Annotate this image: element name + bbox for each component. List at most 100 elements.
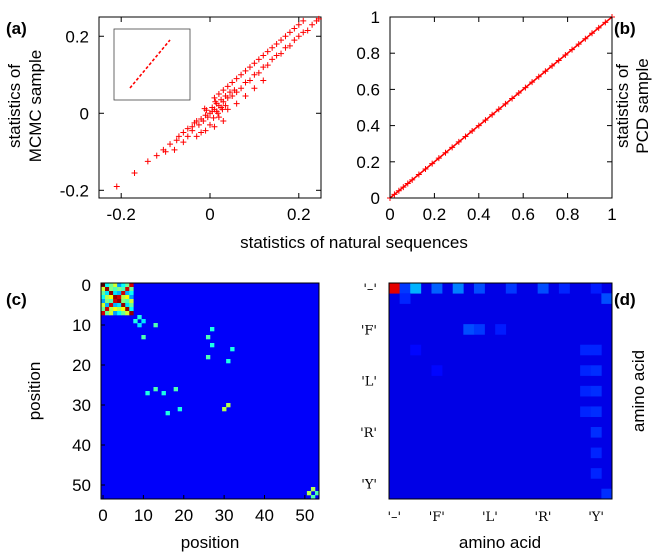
chart-c-cell xyxy=(109,295,114,300)
chart-c-cell xyxy=(310,487,316,492)
chart-c-cell xyxy=(226,359,231,364)
chart-c-cell xyxy=(129,295,134,300)
chart-a-point-12 xyxy=(195,121,202,128)
chart-a-point-94 xyxy=(210,114,217,121)
chart-b-point-30 xyxy=(575,41,582,48)
chart-c-cell xyxy=(105,287,110,292)
chart-c-cell xyxy=(113,307,118,312)
chart-c-cell xyxy=(141,335,146,340)
chart-c-xtick-label-5: 50 xyxy=(295,506,314,525)
chart-a-point-85 xyxy=(189,127,196,134)
chart-d-cell xyxy=(389,283,400,294)
chart-d-cell xyxy=(558,283,570,294)
chart-d-cell xyxy=(399,293,411,304)
chart-c-cell xyxy=(222,407,227,412)
chart-d-xticks: '–' 'F' 'L' 'R' 'Y' xyxy=(387,510,603,525)
chart-c-cell xyxy=(129,291,134,296)
chart-a-xtick-label-2: 0.2 xyxy=(287,205,311,224)
chart-a-point-39 xyxy=(286,42,293,49)
chart-d-cell xyxy=(580,344,592,356)
chart-d-cell xyxy=(590,406,602,418)
chart-a-point-26 xyxy=(229,92,236,99)
top-xlabel: statistics of natural sequences xyxy=(240,233,468,252)
chart-a-point-72 xyxy=(251,85,258,92)
chart-d-cell xyxy=(537,283,549,294)
chart-d-cell xyxy=(601,293,613,304)
chart-b: 0 0.2 0.4 0.6 0.8 1 0 0.2 0.4 0.6 0.8 1 statistics… xyxy=(356,8,652,224)
chart-c-cell xyxy=(306,491,312,496)
chart-a-point-16 xyxy=(204,114,211,121)
chart-d-cell xyxy=(590,365,602,376)
chart-c-cell xyxy=(121,287,126,292)
chart-a-point-14 xyxy=(200,117,207,124)
chart-a-point-48 xyxy=(215,91,222,98)
chart-c-cell xyxy=(117,295,122,300)
chart-a-point-42 xyxy=(300,29,307,36)
chart-a-point-78 xyxy=(220,117,227,124)
chart-c-cell xyxy=(205,355,211,360)
chart-a-point-60 xyxy=(269,44,276,51)
chart-b-point-16 xyxy=(482,117,489,124)
chart-a-point-96 xyxy=(214,110,221,117)
chart-a-point-69 xyxy=(224,106,231,113)
chart-a-ylabel-line2: MCMC sample xyxy=(26,50,45,162)
chart-a-yticks: -0.2 0 0.2 xyxy=(60,27,321,200)
chart-c-cell xyxy=(113,295,118,300)
chart-b-point-6 xyxy=(415,171,422,178)
chart-b-xtick-label-2: 0.4 xyxy=(467,205,491,224)
chart-d-ytick-label-4: 'Y' xyxy=(361,478,377,493)
chart-b-xtick-label-0: 0 xyxy=(385,205,394,224)
chart-b-point-26 xyxy=(549,62,556,69)
chart-d-xtick-label-4: 'Y' xyxy=(588,510,604,525)
chart-c-cell xyxy=(117,291,122,296)
chart-c-cell xyxy=(101,307,106,312)
chart-a-point-82 xyxy=(171,146,178,153)
chart-c-cell xyxy=(129,307,134,312)
chart-c-cell xyxy=(117,283,122,288)
chart-d-xlabel: amino acid xyxy=(459,533,541,552)
chart-c-xticks: 0 10 20 30 40 50 xyxy=(98,495,314,525)
chart-d-xtick-label-2: 'L' xyxy=(482,510,498,525)
chart-c-cell xyxy=(101,291,106,296)
chart-c-cell xyxy=(105,299,110,304)
chart-c-background xyxy=(101,283,319,499)
chart-a-point-8 xyxy=(184,125,191,132)
chart-a-point-38 xyxy=(282,44,289,51)
chart-c-yticks: 0 10 20 30 40 50 xyxy=(72,276,105,495)
chart-b-point-27 xyxy=(555,57,562,64)
chart-a-point-83 xyxy=(162,148,169,155)
chart-b-point-21 xyxy=(515,90,522,97)
chart-a-point-28 xyxy=(238,85,245,92)
panel-label-c: (c) xyxy=(6,290,27,309)
chart-d-cell xyxy=(473,324,485,335)
chart-b-point-32 xyxy=(589,30,596,37)
chart-b-point-11 xyxy=(449,144,456,151)
chart-c-cell xyxy=(121,307,126,312)
chart-a-point-77 xyxy=(211,123,218,130)
chart-a-point-79 xyxy=(193,133,200,140)
chart-c-cell xyxy=(109,299,114,304)
chart-c-cell xyxy=(310,495,316,500)
chart-b-point-2 xyxy=(395,187,402,194)
chart-b-point-29 xyxy=(569,46,576,53)
chart-c-cell xyxy=(173,387,179,392)
chart-b-frame xyxy=(389,16,613,199)
chart-b-xticks: 0 0.2 0.4 0.6 0.8 1 xyxy=(385,17,617,224)
chart-a-point-34 xyxy=(264,62,271,69)
chart-c: 0 10 20 30 40 50 0 10 20 30 40 50 position positio… xyxy=(25,276,320,552)
chart-d-ylabel: amino acid xyxy=(629,350,648,432)
chart-b-point-9 xyxy=(435,155,442,162)
chart-a-point-86 xyxy=(218,96,225,103)
chart-a-point-54 xyxy=(242,67,249,74)
chart-a-point-47 xyxy=(211,94,218,101)
chart-b-point-14 xyxy=(469,128,476,135)
chart-c-cell xyxy=(113,299,118,304)
chart-c-cell xyxy=(109,283,114,288)
chart-d-yticks: '–' 'F' 'L' 'R' 'Y' xyxy=(360,282,377,492)
chart-c-ytick-label-5: 50 xyxy=(72,476,91,495)
chart-c-cell xyxy=(117,311,122,316)
chart-c-cell xyxy=(121,283,126,288)
chart-b-point-12 xyxy=(455,138,462,145)
chart-d-cell xyxy=(590,283,602,294)
chart-c-cell xyxy=(125,287,130,292)
